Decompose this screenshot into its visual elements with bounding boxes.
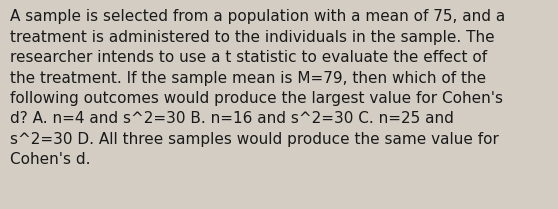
Text: A sample is selected from a population with a mean of 75, and a
treatment is adm: A sample is selected from a population w…	[10, 9, 506, 167]
